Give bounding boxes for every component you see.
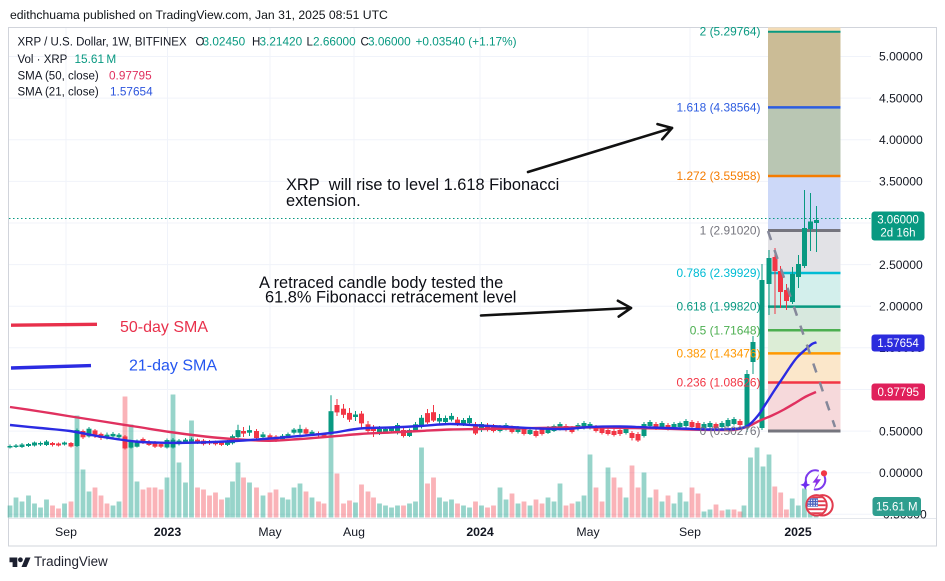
svg-text:edithchuama published on Tradi: edithchuama published on TradingView.com… xyxy=(10,8,388,22)
svg-text:2025: 2025 xyxy=(784,525,812,539)
svg-text:1.272 (3.55958): 1.272 (3.55958) xyxy=(677,169,761,183)
svg-text:4.00000: 4.00000 xyxy=(879,133,923,147)
svg-text:21-day SMA: 21-day SMA xyxy=(129,358,217,375)
svg-text:L: L xyxy=(307,37,314,49)
svg-text:3.02450: 3.02450 xyxy=(203,35,246,49)
svg-text:0.786 (2.39929): 0.786 (2.39929) xyxy=(677,266,761,280)
svg-text:0.50000: 0.50000 xyxy=(879,424,923,438)
svg-text:0.97795: 0.97795 xyxy=(109,69,152,83)
svg-text:A retraced candle body tested: A retraced candle body tested the xyxy=(259,274,503,292)
svg-text:3.06000: 3.06000 xyxy=(877,215,919,227)
svg-text:H: H xyxy=(252,37,260,49)
svg-text:2d 16h: 2d 16h xyxy=(880,228,915,240)
svg-text:Sep: Sep xyxy=(679,525,701,539)
svg-text:O: O xyxy=(196,37,205,49)
svg-text:0.5 (1.71648): 0.5 (1.71648) xyxy=(690,323,761,337)
svg-text:5.00000: 5.00000 xyxy=(879,50,923,64)
svg-text:1 (2.91020): 1 (2.91020) xyxy=(700,224,761,238)
svg-text:4.50000: 4.50000 xyxy=(879,91,923,105)
svg-text:Sep: Sep xyxy=(55,525,77,539)
svg-text:Aug: Aug xyxy=(343,525,365,539)
svg-text:0.00000: 0.00000 xyxy=(879,466,923,480)
svg-text:Vol · XRP: Vol · XRP xyxy=(18,54,68,66)
svg-text:extension.: extension. xyxy=(286,192,361,210)
svg-text:0.382 (1.43476): 0.382 (1.43476) xyxy=(677,346,761,360)
svg-text:0 (0.50276): 0 (0.50276) xyxy=(700,424,761,438)
svg-text:1.618 (4.38564): 1.618 (4.38564) xyxy=(677,100,761,114)
svg-text:50-day SMA: 50-day SMA xyxy=(120,319,208,336)
svg-text:TradingView: TradingView xyxy=(34,554,108,569)
svg-text:0.236 (1.08626): 0.236 (1.08626) xyxy=(677,376,761,390)
svg-text:0.97795: 0.97795 xyxy=(877,387,919,399)
svg-text:0.618 (1.99820): 0.618 (1.99820) xyxy=(677,300,761,314)
svg-text:3.06000: 3.06000 xyxy=(368,35,411,49)
svg-text:+0.03540 (+1.17%): +0.03540 (+1.17%) xyxy=(416,35,517,49)
svg-text:1.57654: 1.57654 xyxy=(877,338,919,350)
svg-text:XRP will rise to level 1.618: XRP will rise to level 1.618 Fibonacci xyxy=(286,176,559,194)
svg-text:3.50000: 3.50000 xyxy=(879,175,923,189)
svg-text:15.61 M: 15.61 M xyxy=(876,502,918,514)
svg-text:May: May xyxy=(258,525,282,539)
svg-text:SMA (21, close): SMA (21, close) xyxy=(18,87,99,99)
svg-text:3.21420: 3.21420 xyxy=(260,35,303,49)
svg-text:XRP / U.S. Dollar, 1W, BITFINE: XRP / U.S. Dollar, 1W, BITFINEX xyxy=(18,37,187,49)
svg-text:1.57654: 1.57654 xyxy=(110,85,153,99)
svg-text:2024: 2024 xyxy=(466,525,494,539)
svg-text:2023: 2023 xyxy=(154,525,182,539)
svg-text:61.8% Fibonacci retracement le: 61.8% Fibonacci retracement level xyxy=(265,289,516,307)
svg-text:SMA (50, close): SMA (50, close) xyxy=(18,71,99,83)
svg-text:2.00000: 2.00000 xyxy=(879,299,923,313)
svg-text:C: C xyxy=(361,37,369,49)
svg-text:2.66000: 2.66000 xyxy=(313,35,356,49)
svg-text:15.61 M: 15.61 M xyxy=(75,52,117,66)
svg-text:2 (5.29764): 2 (5.29764) xyxy=(700,25,761,39)
svg-text:May: May xyxy=(576,525,600,539)
svg-text:2.50000: 2.50000 xyxy=(879,258,923,272)
